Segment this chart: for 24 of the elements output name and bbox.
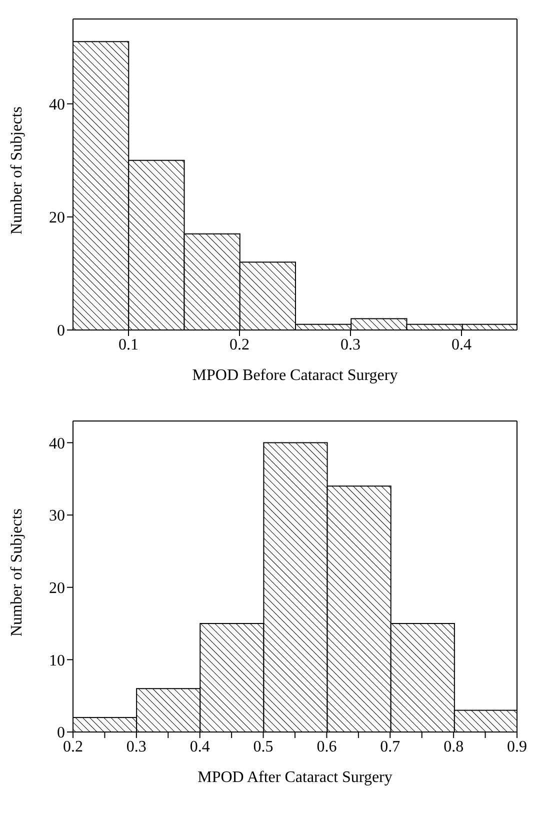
y-tick-label: 20 bbox=[49, 580, 65, 598]
x-axis-title: MPOD After Cataract Surgery bbox=[198, 769, 392, 786]
x-tick-label: 0.5 bbox=[253, 738, 274, 756]
x-tick-label: 0.4 bbox=[452, 336, 472, 354]
x-tick-label: 0.8 bbox=[444, 738, 464, 756]
x-tick-label: 0.6 bbox=[316, 738, 337, 756]
y-tick-label: 40 bbox=[49, 96, 65, 114]
x-tick-label: 0.3 bbox=[126, 738, 146, 756]
y-tick-label: 40 bbox=[49, 435, 65, 452]
x-tick-label: 0.9 bbox=[507, 738, 527, 756]
x-axis-title: MPOD Before Cataract Surgery bbox=[192, 367, 398, 384]
x-tick-label: 0.3 bbox=[340, 336, 360, 354]
y-tick-label: 10 bbox=[49, 652, 65, 670]
y-axis-title: Number of Subjects bbox=[8, 106, 26, 234]
y-axis-title: Number of Subjects bbox=[8, 508, 26, 636]
y-tick-label: 0 bbox=[57, 322, 65, 340]
y-tick-label: 20 bbox=[49, 210, 65, 227]
x-tick-label: 0.1 bbox=[118, 336, 138, 354]
y-tick-label: 30 bbox=[49, 508, 65, 525]
x-tick-label: 0.2 bbox=[230, 336, 250, 354]
y-tick-label: 0 bbox=[57, 724, 65, 742]
x-tick-label: 0.7 bbox=[380, 738, 400, 756]
x-tick-label: 0.2 bbox=[63, 738, 83, 756]
x-tick-label: 0.4 bbox=[190, 738, 210, 756]
